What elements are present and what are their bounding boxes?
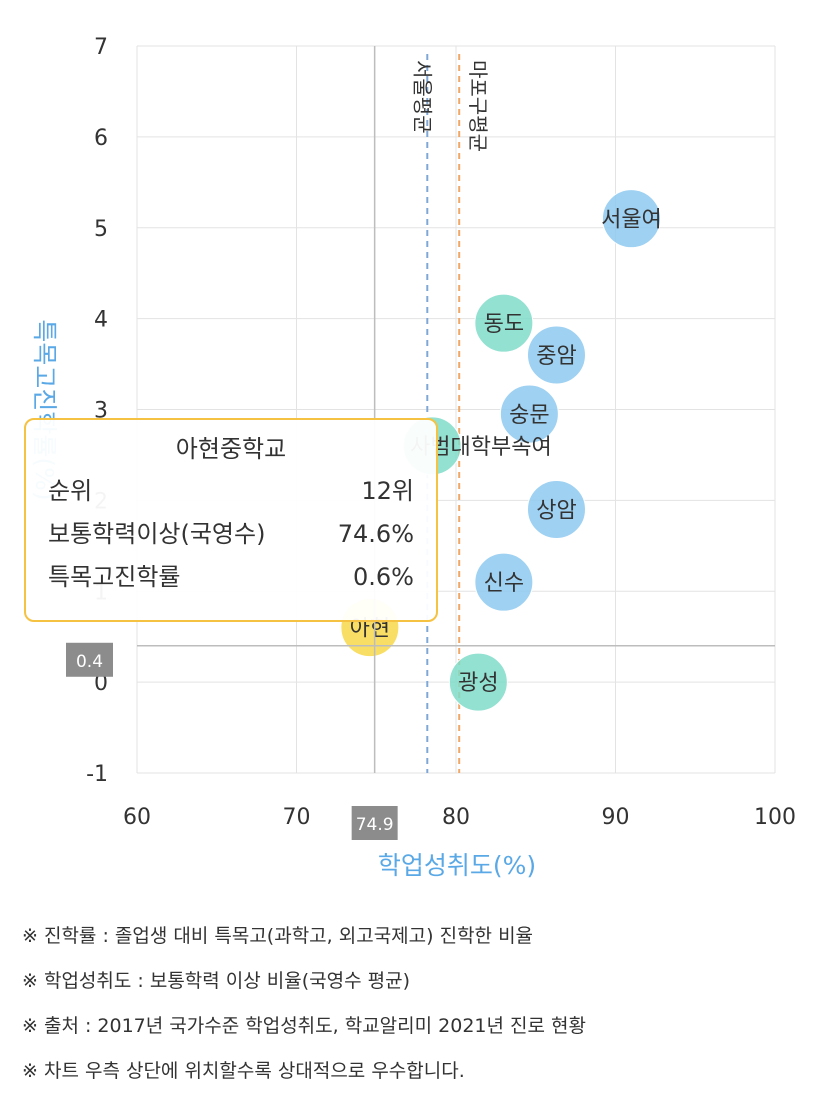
y-tick-label: 4 bbox=[94, 308, 108, 333]
x-tick-label: 90 bbox=[602, 805, 630, 830]
crosshair-x-value: 74.9 bbox=[356, 815, 394, 835]
crosshair-x-badge bbox=[351, 806, 398, 840]
data-point-label: 동도 bbox=[484, 312, 524, 337]
x-axis-title: 학업성취도(%) bbox=[378, 851, 536, 880]
footnote-hint: ※ 차트 우측 상단에 위치할수록 상대적으로 우수합니다. bbox=[22, 1060, 465, 1082]
x-tick-label: 80 bbox=[442, 805, 470, 830]
tooltip-achievement-label: 보통학력이상(국영수) bbox=[48, 520, 266, 548]
crosshair: 74.9 0.4 bbox=[66, 46, 775, 840]
y-tick-label: 7 bbox=[94, 35, 108, 60]
y-tick-label: 3 bbox=[94, 399, 108, 424]
y-tick-label: 0 bbox=[94, 671, 108, 696]
grid-lines bbox=[136, 45, 776, 774]
data-point bbox=[474, 552, 534, 612]
point-tooltip: 아현중학교 순위 12위 보통학력이상(국영수) 74.6% 특목고진학률 0.… bbox=[24, 418, 438, 622]
tooltip-row-rank: 순위 12위 bbox=[48, 470, 414, 513]
tooltip-admission-value: 0.6% bbox=[353, 563, 414, 591]
crosshair-y-value: 0.4 bbox=[76, 652, 103, 672]
footnote-achievement: ※ 학업성취도 : 보통학력 이상 비율(국영수 평균) bbox=[22, 970, 411, 992]
tooltip-title: 아현중학교 bbox=[175, 435, 287, 463]
reference-lines: 서울평균 마포구평균 bbox=[410, 54, 490, 773]
tooltip-achievement-value: 74.6% bbox=[337, 520, 414, 548]
data-point bbox=[601, 189, 661, 249]
tooltip-row-admission: 특목고진학률 0.6% bbox=[48, 556, 414, 599]
footnote-admission-rate: ※ 진학률 : 졸업생 대비 특목고(과학고, 외고국제고) 진학한 비율 bbox=[22, 925, 534, 947]
data-point bbox=[526, 479, 586, 539]
data-point-label: 숭문 bbox=[509, 403, 549, 428]
tooltip-row-achievement: 보통학력이상(국영수) 74.6% bbox=[48, 513, 414, 556]
x-tick-label: 100 bbox=[754, 805, 796, 830]
data-point-label: 서울여 bbox=[601, 208, 662, 233]
data-point bbox=[526, 325, 586, 385]
y-tick-label: 5 bbox=[94, 217, 108, 242]
data-point bbox=[448, 652, 508, 712]
y-tick-label: -1 bbox=[86, 762, 108, 787]
reference-line-label: 마포구평균 bbox=[466, 60, 490, 152]
crosshair-y-badge bbox=[66, 642, 113, 677]
data-point-label: 광성 bbox=[458, 671, 498, 696]
tooltip-rank-label: 순위 bbox=[48, 477, 93, 505]
tooltip-admission-label: 특목고진학률 bbox=[48, 563, 181, 591]
reference-line-label: 서울평균 bbox=[410, 60, 434, 134]
y-tick-label: 6 bbox=[94, 126, 108, 151]
x-tick-label: 60 bbox=[123, 805, 151, 830]
data-point-label: 상암 bbox=[536, 498, 576, 523]
tooltip-rank-value: 12위 bbox=[361, 477, 414, 505]
data-point-label: 신수 bbox=[484, 571, 524, 596]
data-point-label: 중암 bbox=[536, 344, 576, 369]
footnotes: ※ 진학률 : 졸업생 대비 특목고(과학고, 외고국제고) 진학한 비율 ※ … bbox=[22, 918, 812, 1098]
x-tick-label: 70 bbox=[283, 805, 311, 830]
data-point bbox=[474, 293, 534, 353]
data-point bbox=[499, 384, 559, 444]
footnote-source: ※ 출처 : 2017년 국가수준 학업성취도, 학교알리미 2021년 진로 … bbox=[22, 1015, 586, 1037]
